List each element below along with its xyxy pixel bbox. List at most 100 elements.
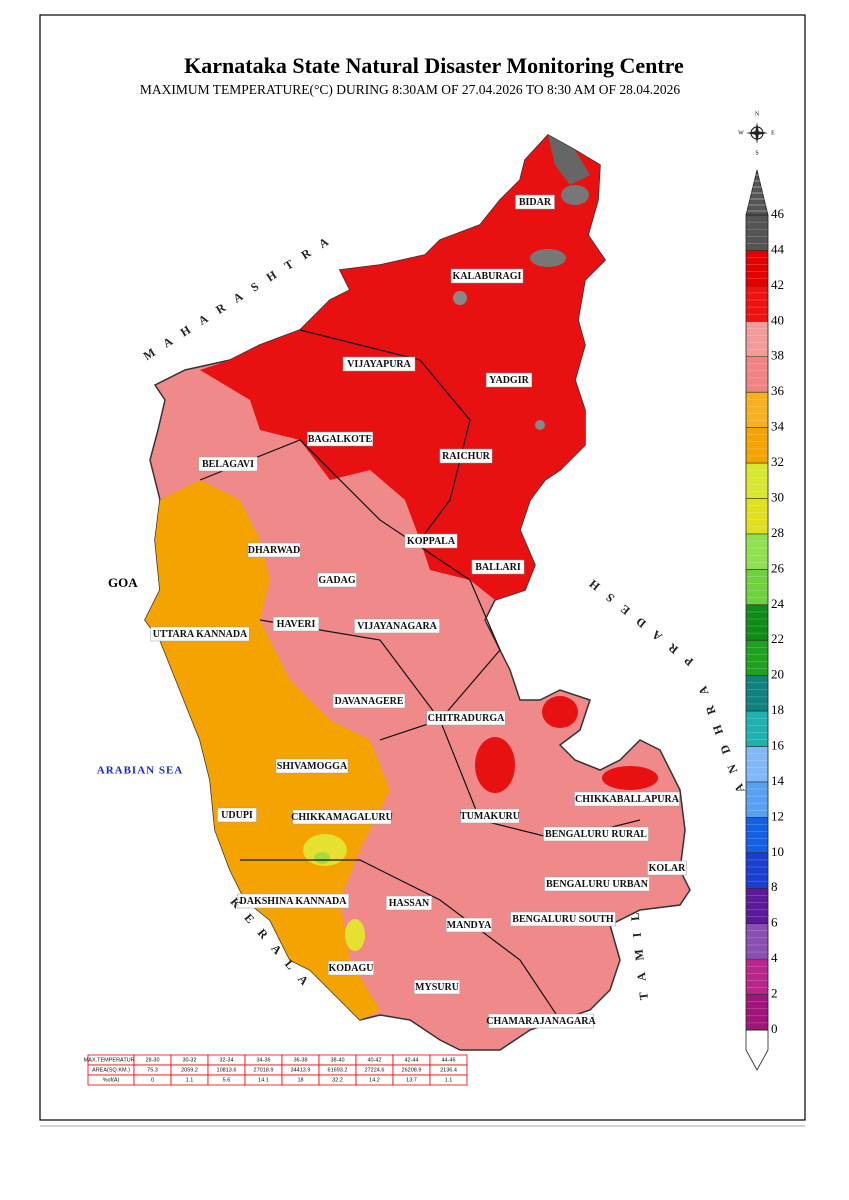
- table-cell-text: 75.3: [147, 1067, 158, 1073]
- table-cell-text: 27018.9: [254, 1067, 274, 1073]
- compass-label: W: [738, 130, 744, 136]
- table-cell-text: 42-44: [404, 1057, 418, 1063]
- legend-tick-label: 28: [771, 525, 784, 540]
- table-cell-text: 10813.6: [217, 1067, 237, 1073]
- district-label-bg: [292, 809, 392, 825]
- legend-tick-label: 2: [771, 986, 778, 1001]
- legend-tick-label: 6: [771, 915, 778, 930]
- district-label-bg: [413, 979, 461, 995]
- legend-tick-label: 24: [771, 596, 785, 611]
- legend-band: [746, 781, 768, 818]
- district-label-bg: [515, 194, 555, 210]
- extreme-patch: [561, 185, 589, 205]
- compass-needle: [746, 122, 768, 144]
- sea-label: ARABIAN SEA: [97, 765, 184, 777]
- district-label: UTTARA KANNADA: [153, 629, 248, 640]
- district-border: [299, 329, 471, 541]
- district-label: DAVANAGERE: [334, 696, 403, 707]
- legend-tick-label: 40: [771, 312, 784, 327]
- district-label: BAGALKOTE: [308, 434, 373, 445]
- legend-tick-label: 38: [771, 348, 784, 363]
- legend-band: [746, 746, 768, 782]
- district-label-bg: [332, 693, 406, 709]
- compass: N E S W: [738, 111, 775, 156]
- extreme-patch: [548, 135, 590, 185]
- district-label: CHIKKABALLAPURA: [575, 794, 680, 805]
- district-label-bg: [385, 895, 433, 911]
- subtitle: MAXIMUM TEMPERATURE(°C) DURING 8:30AM OF…: [140, 82, 680, 97]
- district-label-bg: [307, 431, 373, 447]
- hot-patch: [475, 737, 515, 793]
- cool-patch: [345, 919, 365, 951]
- district-label-bg: [354, 618, 440, 634]
- district-label: CHAMARAJANAGARA: [486, 1016, 596, 1027]
- legend-tick-label: 30: [771, 489, 784, 504]
- legend-band: [746, 215, 768, 251]
- legend-band: [746, 392, 768, 428]
- compass-label: S: [755, 150, 758, 156]
- district-label-bg: [317, 572, 357, 588]
- district-label: MYSURU: [415, 982, 459, 993]
- area-table: MAX.TEMPERATURE 28-30 30-32 32-34 34-36 36-38…: [84, 1054, 468, 1086]
- district-label-bg: [247, 542, 301, 558]
- district-label-bg: [510, 911, 616, 927]
- district-label: HAVERI: [277, 619, 316, 630]
- legend-band: [746, 711, 768, 747]
- table-cell-text: 2059.2: [181, 1067, 198, 1073]
- legend-band: [746, 498, 768, 534]
- table-cell-text: 14.1: [258, 1077, 269, 1083]
- legend-band: [746, 852, 768, 889]
- legend-tick-label: 34: [771, 419, 785, 434]
- table-cell-text: 30-32: [182, 1057, 196, 1063]
- legend-band: [746, 923, 768, 960]
- district-label: CHIKKAMAGALURU: [291, 812, 393, 823]
- district-label: BENGALURU RURAL: [545, 829, 647, 840]
- district-label-bg: [450, 268, 524, 284]
- legend-tick-label: 18: [771, 702, 784, 717]
- district-label-bg: [275, 758, 349, 774]
- district-label-bg: [574, 791, 680, 807]
- district-label: KALABURAGI: [453, 271, 522, 282]
- district-label-bg: [236, 893, 350, 909]
- table-cell-text: 27224.6: [365, 1067, 385, 1073]
- district-label: YADGIR: [489, 375, 529, 386]
- frame: [39, 14, 806, 1121]
- district-label-bg: [150, 626, 250, 642]
- district-label-bg: [647, 860, 687, 876]
- district-label-bg: [488, 1013, 594, 1029]
- district-label-bg: [445, 917, 493, 933]
- legend-tick-label: 44: [771, 241, 785, 256]
- legend-tick-label: 0: [771, 1021, 778, 1036]
- legend-tick-label: 42: [771, 277, 784, 292]
- extreme-patch: [535, 420, 545, 430]
- table-cell-text: 36-38: [293, 1057, 307, 1063]
- legend-tick-label: 46: [771, 206, 785, 221]
- state-map: [144, 134, 691, 1051]
- legend-tick-label: 12: [771, 808, 784, 823]
- district-label-bg: [460, 808, 520, 824]
- district-label: KOPPALA: [407, 536, 456, 547]
- table-cell-text: 38-40: [330, 1057, 344, 1063]
- district-label-bg: [327, 960, 375, 976]
- legend-band: [746, 604, 768, 641]
- extreme-patch: [530, 249, 566, 267]
- district-border: [240, 859, 561, 1021]
- table-cell-text: 40-42: [367, 1057, 381, 1063]
- legend-tick-label: 32: [771, 454, 784, 469]
- district-label-bg: [404, 533, 458, 549]
- table-cell-text: 18: [297, 1077, 303, 1083]
- table-cell-text: 34-36: [256, 1057, 270, 1063]
- table-cell-text: 0: [151, 1077, 154, 1083]
- title: Karnataka State Natural Disaster Monitor…: [184, 53, 684, 78]
- table-cell-text: 44-46: [441, 1057, 455, 1063]
- table-cell-text: 13.7: [406, 1077, 417, 1083]
- legend-tick-label: 20: [771, 667, 784, 682]
- hot-patch: [602, 766, 658, 790]
- legend-band: [746, 250, 768, 286]
- table-cell-text: 1.1: [445, 1077, 453, 1083]
- district-label: KOLAR: [649, 863, 686, 874]
- district-label: DHARWAD: [248, 545, 300, 556]
- legend: 0246810121416182022242628303234363840424…: [745, 169, 785, 1071]
- legend-band: [746, 356, 768, 393]
